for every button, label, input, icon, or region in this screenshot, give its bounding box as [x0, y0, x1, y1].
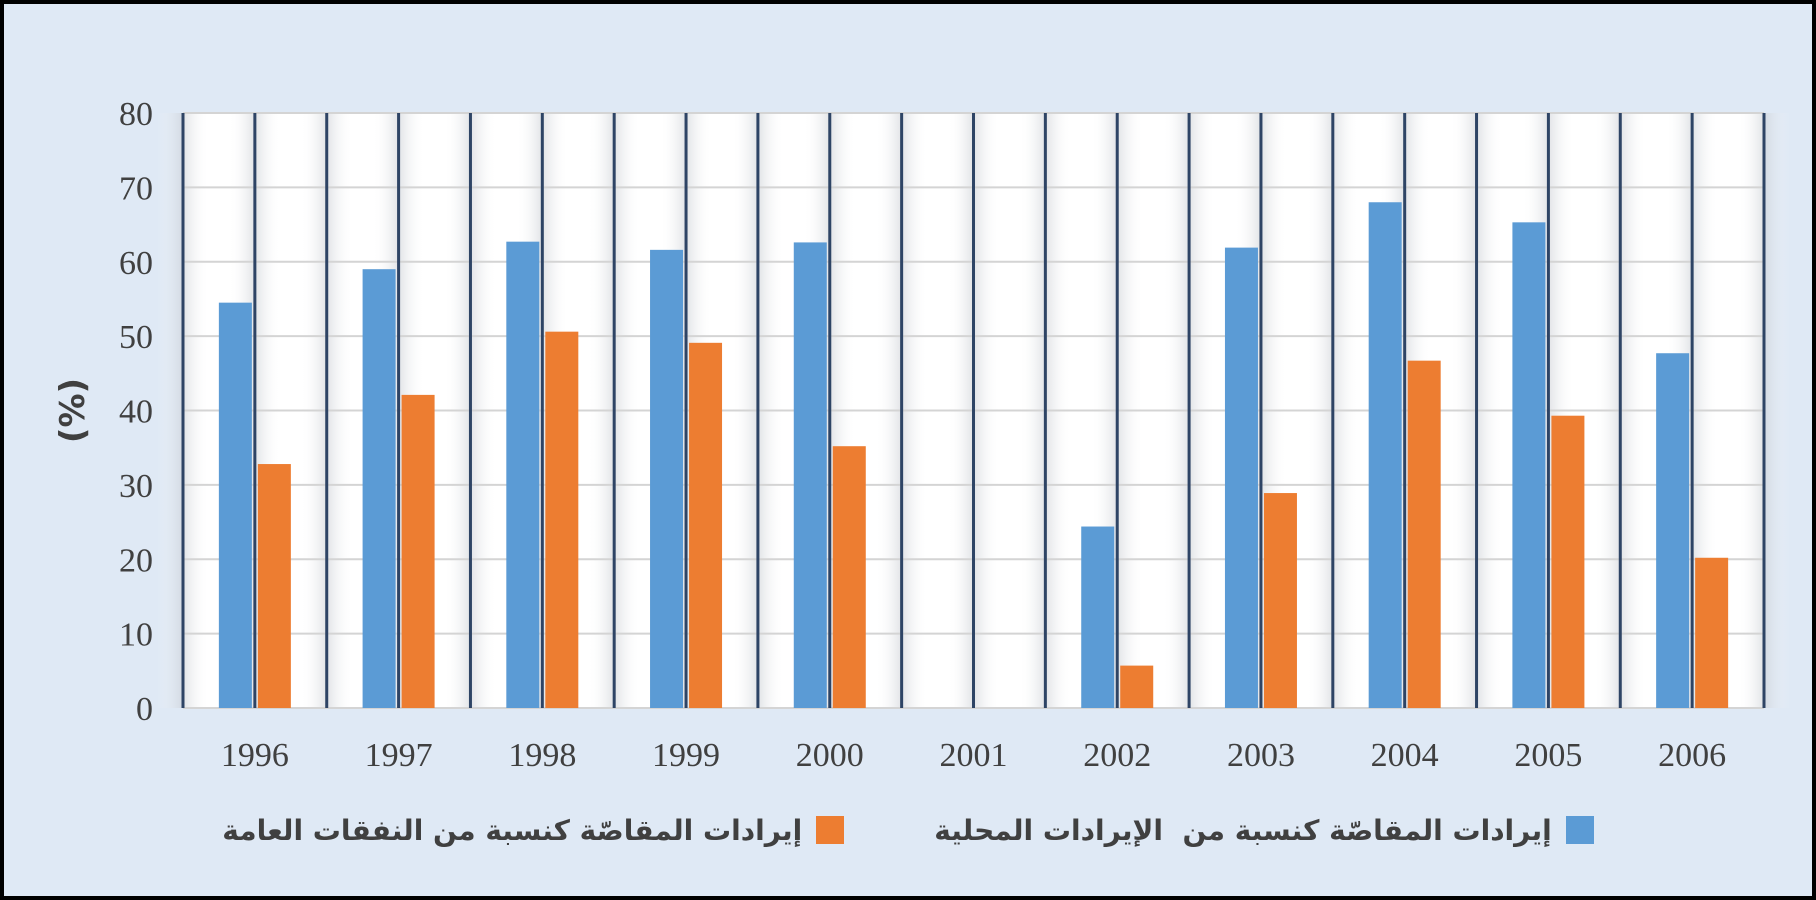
- bar-domestic-revenue: [650, 249, 684, 708]
- y-tick-label: 70: [119, 170, 153, 207]
- x-tick-label: 2003: [1227, 737, 1295, 774]
- legend-label-orange: إيرادات المقاصّة كنسبة من النفقات العامة: [222, 813, 803, 847]
- x-tick-label: 1998: [508, 737, 576, 774]
- bar-domestic-revenue: [1512, 222, 1546, 709]
- bar-public-expenditure: [1407, 360, 1441, 708]
- legend-label-blue: إيرادات المقاصّة كنسبة من الإيرادات المح…: [934, 813, 1552, 847]
- bar-domestic-revenue: [1368, 202, 1402, 708]
- y-tick-label: 40: [119, 394, 153, 431]
- bar-chart: 0 10 20 30 40 50 60 70 80 1996 1997 1998 1999 2000 20…: [53, 96, 1790, 774]
- bar-domestic-revenue: [1224, 247, 1258, 708]
- y-tick-label: 60: [119, 245, 153, 282]
- bar-public-expenditure: [1551, 415, 1585, 708]
- y-tick-label: 20: [119, 542, 153, 579]
- x-tick-label: 1997: [365, 737, 433, 774]
- legend-swatch-orange: [816, 816, 845, 844]
- y-tick-label: 10: [119, 617, 153, 654]
- y-tick-label: 50: [119, 319, 153, 356]
- bar-domestic-revenue: [218, 302, 252, 708]
- bar-public-expenditure: [257, 464, 291, 708]
- y-tick-label: 80: [119, 96, 153, 133]
- bar-public-expenditure: [689, 342, 723, 708]
- x-tick-label: 2005: [1514, 737, 1582, 774]
- bar-domestic-revenue: [1656, 353, 1690, 708]
- x-tick-label: 1996: [221, 737, 289, 774]
- legend: إيرادات المقاصّة كنسبة من النفقات العامة…: [0, 808, 1816, 852]
- x-tick-label: 2002: [1083, 737, 1151, 774]
- y-tick-label: 0: [136, 691, 153, 728]
- x-tick-label: 2000: [796, 737, 864, 774]
- bar-domestic-revenue: [362, 269, 396, 708]
- x-tick-label: 2004: [1371, 737, 1439, 774]
- bar-public-expenditure: [1263, 493, 1297, 708]
- bar-public-expenditure: [1120, 665, 1154, 708]
- bar-domestic-revenue: [506, 241, 540, 708]
- bar-domestic-revenue: [793, 242, 827, 708]
- legend-swatch-blue: [1565, 816, 1594, 844]
- legend-item-blue: إيرادات المقاصّة كنسبة من الإيرادات المح…: [934, 813, 1594, 847]
- bar-public-expenditure: [832, 446, 866, 708]
- x-tick-label: 2001: [940, 737, 1008, 774]
- bar-public-expenditure: [545, 331, 579, 708]
- legend-item-orange: إيرادات المقاصّة كنسبة من النفقات العامة: [222, 813, 845, 847]
- x-tick-label: 2006: [1658, 737, 1726, 774]
- x-tick-label: 1999: [652, 737, 720, 774]
- bar-domestic-revenue: [1081, 526, 1115, 708]
- y-tick-label: 30: [119, 468, 153, 505]
- bar-public-expenditure: [401, 394, 435, 708]
- y-axis-label: (%): [53, 378, 93, 443]
- bar-public-expenditure: [1695, 557, 1729, 708]
